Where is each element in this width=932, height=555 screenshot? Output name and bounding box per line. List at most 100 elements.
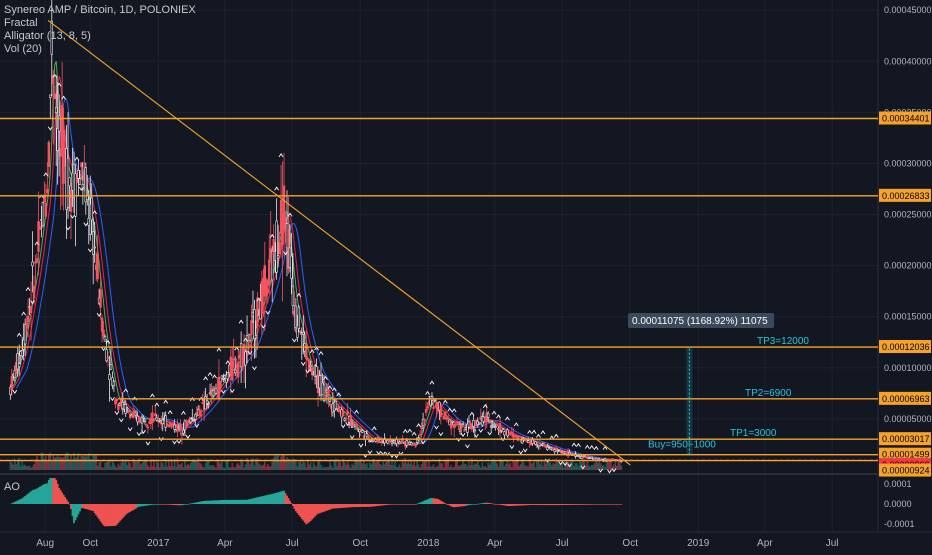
time-axis[interactable]: Aug Oct 2017 Apr Jul Oct 2018 Apr Jul Oct 2019 Apr J… xyxy=(36,538,838,549)
ao-bar xyxy=(275,492,278,504)
volume-bar xyxy=(76,456,78,470)
ao-bar xyxy=(246,499,248,504)
volume-legend[interactable]: Vol (20) xyxy=(4,43,42,55)
volume-bar xyxy=(21,459,23,470)
volume-bar xyxy=(447,458,450,470)
ao-bar xyxy=(31,490,34,504)
volume-bar xyxy=(613,464,615,470)
candle-body xyxy=(44,203,48,217)
fractal-up-marker xyxy=(105,339,111,344)
ao-bar xyxy=(238,499,241,504)
volume-bar xyxy=(453,466,455,470)
volume-bar xyxy=(210,465,213,470)
volume-bar xyxy=(207,459,210,470)
horizontal-levels[interactable] xyxy=(0,117,878,462)
volume-bar xyxy=(124,458,127,470)
ao-bar xyxy=(176,504,179,506)
ao-bar xyxy=(46,483,49,504)
fractal-up-marker xyxy=(540,430,546,435)
ao-bar xyxy=(136,504,139,508)
candle-body xyxy=(472,419,475,427)
trendline[interactable] xyxy=(47,19,631,466)
alligator-legend[interactable]: Alligator (13, 8, 5) xyxy=(4,30,91,42)
volume-bar xyxy=(59,456,62,470)
volume-bar xyxy=(366,463,368,470)
ao-bar xyxy=(397,504,399,505)
ao-bar xyxy=(598,504,601,505)
ao-bar xyxy=(98,504,101,520)
fractal-down-marker xyxy=(252,366,257,371)
volume-bar xyxy=(371,459,374,470)
volume-bar xyxy=(173,459,176,470)
ao-bar xyxy=(107,504,109,527)
volume-bar xyxy=(261,465,263,470)
level-price-tag-label: 0.00003017 xyxy=(882,434,930,444)
ao-bar xyxy=(459,504,461,507)
fractal-down-marker xyxy=(136,432,142,437)
fractal-legend[interactable]: Fractal xyxy=(4,17,38,29)
ao-bar xyxy=(367,504,370,507)
fractal-down-marker xyxy=(611,468,617,473)
ao-bar xyxy=(522,504,525,506)
candle-body xyxy=(226,372,230,380)
candle-body xyxy=(322,384,326,401)
fractal-up-marker xyxy=(451,408,457,413)
fractal-down-marker xyxy=(114,411,120,416)
ao-bar xyxy=(355,504,358,508)
measure-tool[interactable]: 0.00011075 (1168.92%) 11075 xyxy=(628,313,774,455)
volume-bar xyxy=(466,465,469,470)
volume-bar xyxy=(144,460,146,470)
ao-bar xyxy=(479,503,482,505)
ao-bar xyxy=(357,504,359,508)
volume-bar xyxy=(43,458,46,470)
candle-body xyxy=(546,446,549,450)
volume-bar xyxy=(62,457,65,470)
ao-bar xyxy=(145,504,148,506)
ao-bar xyxy=(167,504,170,505)
candle-body xyxy=(18,363,21,368)
ao-bar xyxy=(456,504,459,507)
fractal-down-marker xyxy=(101,347,106,352)
volume-bar xyxy=(496,463,498,470)
symbol-title[interactable]: Synereo AMP / Bitcoin, 1D, POLONIEX xyxy=(4,4,196,16)
ao-bar xyxy=(546,504,549,506)
volume-bar xyxy=(370,464,373,470)
ao-bar xyxy=(571,504,574,505)
volume-bar xyxy=(488,464,491,470)
ao-legend[interactable]: AO xyxy=(4,481,20,493)
fractal-up-marker xyxy=(402,428,408,433)
candle-body xyxy=(486,413,490,418)
volume-bar xyxy=(61,457,63,470)
ao-bar xyxy=(228,499,231,504)
volume-bar xyxy=(209,465,211,470)
fractal-up-marker xyxy=(527,429,532,434)
time-tick-label: Jul xyxy=(556,538,569,549)
volume-bar xyxy=(484,466,487,470)
ao-bar xyxy=(475,504,478,505)
ao-bar xyxy=(138,504,140,507)
time-tick-label: Jul xyxy=(286,538,299,549)
volume-bar xyxy=(249,464,251,470)
price-axis[interactable]: 0.000450000.000400000.000350000.00030000… xyxy=(879,5,932,529)
candle-body xyxy=(143,420,147,423)
volume-bar xyxy=(158,467,161,470)
ao-bar xyxy=(320,504,322,513)
volume-bar xyxy=(19,466,22,470)
volume-bar xyxy=(346,461,349,470)
volume-bar xyxy=(195,461,198,470)
ao-bar xyxy=(365,504,368,507)
ao-bar xyxy=(536,504,538,506)
ao-bar xyxy=(500,504,503,505)
candle-body xyxy=(543,444,546,446)
fractal-up-marker xyxy=(496,414,501,419)
candle-body xyxy=(53,93,56,99)
volume-bar xyxy=(423,460,426,470)
ao-bar xyxy=(562,504,565,505)
fractal-up-marker xyxy=(571,442,577,447)
ao-bar xyxy=(243,499,245,504)
candle-body xyxy=(478,422,481,425)
candle-body xyxy=(109,364,113,370)
volume-bar xyxy=(401,461,404,470)
